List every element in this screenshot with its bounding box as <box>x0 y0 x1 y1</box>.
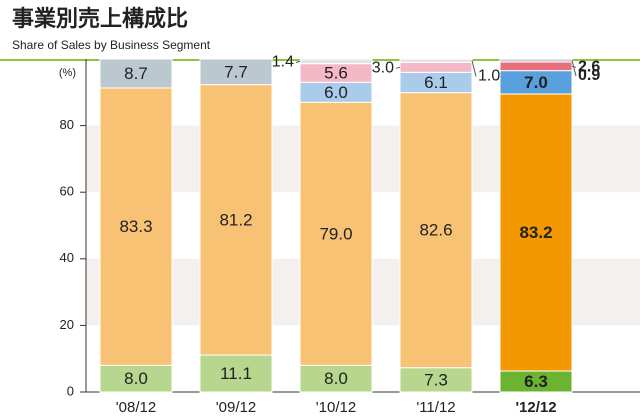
value-label: 1.4 <box>272 54 294 71</box>
value-label: 81.2 <box>219 210 252 229</box>
x-tick-label: '12/12 <box>515 399 556 416</box>
value-label: 7.7 <box>224 62 248 81</box>
value-label: 8.0 <box>124 369 148 388</box>
bar-segment <box>399 61 473 73</box>
value-label: 7.3 <box>424 370 448 389</box>
bar-segment <box>299 58 373 65</box>
x-tick-label: '10/12 <box>316 399 356 416</box>
value-label: 8.7 <box>124 64 148 83</box>
value-label: 2.6 <box>578 59 600 76</box>
value-label: 82.6 <box>419 221 452 240</box>
chart-title: 事業別売上構成比 <box>12 6 188 31</box>
bar-segment <box>99 58 173 89</box>
leader <box>571 60 577 77</box>
leader <box>295 60 301 63</box>
x-tick-label: '09/12 <box>216 399 256 416</box>
x-tick-label: '11/12 <box>416 399 455 416</box>
value-label: 7.0 <box>524 73 548 92</box>
bar-segment <box>399 367 473 393</box>
bar-segment <box>199 354 273 393</box>
y-tick-label: 20 <box>60 317 74 332</box>
value-label: 0.9 <box>578 67 600 84</box>
leader <box>395 66 401 69</box>
chart-subtitle: Share of Sales by Business Segment <box>12 38 211 52</box>
x-tick-label: '08/12 <box>116 399 156 416</box>
bar-segment <box>499 58 573 63</box>
y-axis-label: (%) <box>59 67 76 79</box>
bar-segment <box>199 84 273 356</box>
value-label: 6.1 <box>424 73 448 92</box>
bar-segment <box>499 61 573 72</box>
value-label: 6.0 <box>324 83 348 102</box>
y-tick-label: 0 <box>67 383 74 398</box>
y-tick-label: 60 <box>60 184 74 199</box>
value-label: 1.0 <box>478 68 500 85</box>
bar-segment <box>299 101 373 366</box>
value-label: 5.6 <box>324 63 348 82</box>
bar-segment <box>199 58 273 86</box>
y-tick-label: 40 <box>60 250 74 265</box>
bar-segment <box>499 93 573 372</box>
value-label: 3.0 <box>372 60 394 77</box>
value-label: 6.3 <box>524 372 548 391</box>
value-label: 83.3 <box>119 217 152 236</box>
bar-segment <box>399 92 473 369</box>
value-label: 83.2 <box>519 223 552 242</box>
y-tick-label: 80 <box>60 117 74 132</box>
bar-segment <box>399 58 473 63</box>
value-label: 8.0 <box>324 369 348 388</box>
bar-segment <box>99 364 173 393</box>
value-label: 79.0 <box>319 224 352 243</box>
bar-segment <box>99 87 173 366</box>
value-label: 11.1 <box>220 364 252 383</box>
leader <box>471 60 477 77</box>
bar-segment <box>299 364 373 393</box>
